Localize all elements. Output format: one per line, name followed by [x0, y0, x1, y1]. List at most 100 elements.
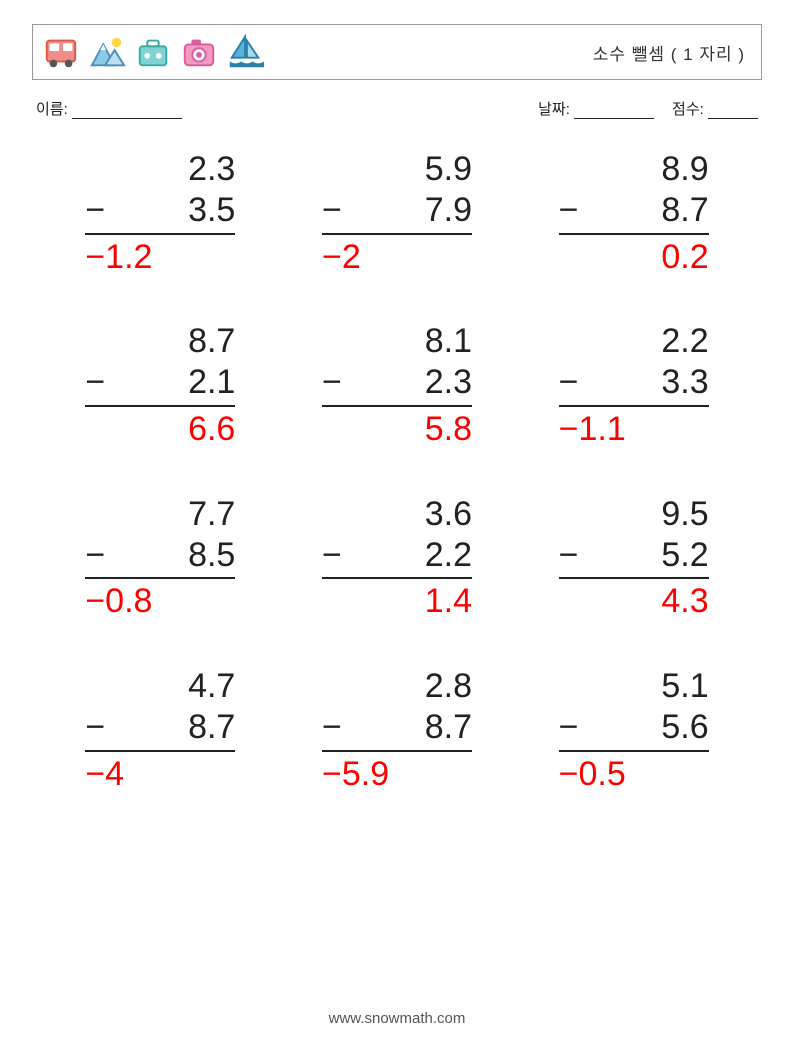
problem: 4.7−8.7 −4 [85, 666, 235, 794]
answer-row: 0.2 [559, 233, 709, 278]
minuend: 2.2 [589, 321, 709, 362]
operator: − [322, 707, 352, 748]
minuend: 8.9 [589, 149, 709, 190]
answer-row: 1.4 [322, 577, 472, 622]
answer: 0.2 [589, 237, 709, 278]
subtrahend-row: −2.3 [322, 362, 472, 403]
answer-row: −1.1 [559, 405, 709, 450]
subtrahend: 8.5 [115, 535, 235, 576]
answer: −4 [85, 754, 235, 795]
operator: − [559, 707, 589, 748]
subtrahend: 8.7 [115, 707, 235, 748]
answer-row: −4 [85, 750, 235, 795]
name-field: 이름: [36, 98, 182, 119]
minuend-row: 8.1 [322, 321, 472, 362]
answer: −2 [322, 237, 472, 278]
minuend: 9.5 [589, 494, 709, 535]
score-label: 점수: [672, 101, 704, 118]
subtrahend: 3.5 [115, 190, 235, 231]
operator: − [85, 190, 115, 231]
camera-icon [179, 32, 219, 72]
score-field: 점수: [672, 98, 758, 119]
answer: −1.2 [85, 237, 235, 278]
mountain-icon [87, 32, 127, 72]
minuend: 3.6 [352, 494, 472, 535]
answer: −0.8 [85, 581, 235, 622]
minuend: 2.8 [352, 666, 472, 707]
subtrahend-row: −8.7 [559, 190, 709, 231]
answer-row: −1.2 [85, 233, 235, 278]
minuend-row: 8.9 [559, 149, 709, 190]
problems-grid: 2.3−3.5−1.25.9−7.9−28.9−8.70.28.7−2.16.6… [32, 149, 762, 795]
operator: − [559, 190, 589, 231]
answer: −0.5 [559, 754, 709, 795]
problem: 3.6−2.2 1.4 [322, 494, 472, 622]
answer-row: 6.6 [85, 405, 235, 450]
subtrahend: 8.7 [589, 190, 709, 231]
subtrahend-row: −5.6 [559, 707, 709, 748]
answer: 4.3 [589, 581, 709, 622]
footer-url: www.snowmath.com [0, 1010, 794, 1027]
subtrahend: 2.2 [352, 535, 472, 576]
answer-row: −0.5 [559, 750, 709, 795]
minuend-row: 2.3 [85, 149, 235, 190]
suitcase-icon [133, 32, 173, 72]
subtrahend: 7.9 [352, 190, 472, 231]
date-blank [574, 105, 654, 119]
subtrahend-row: −8.5 [85, 535, 235, 576]
subtrahend-row: −7.9 [322, 190, 472, 231]
operator: − [85, 362, 115, 403]
answer: 6.6 [115, 409, 235, 450]
info-row: 이름: 날짜: 점수: [32, 98, 762, 119]
problem: 2.8−8.7−5.9 [322, 666, 472, 794]
problem: 5.1−5.6 −0.5 [559, 666, 709, 794]
subtrahend-row: −3.3 [559, 362, 709, 403]
worksheet-title: 소수 뺄셈 ( 1 자리 ) [593, 40, 745, 65]
minuend: 5.9 [352, 149, 472, 190]
problem: 2.2−3.3 −1.1 [559, 321, 709, 449]
minuend: 2.3 [115, 149, 235, 190]
bus-icon [41, 32, 81, 72]
subtrahend-row: −3.5 [85, 190, 235, 231]
answer-row: 4.3 [559, 577, 709, 622]
operator: − [559, 535, 589, 576]
answer-row: −0.8 [85, 577, 235, 622]
subtrahend: 5.6 [589, 707, 709, 748]
subtrahend: 2.1 [115, 362, 235, 403]
operator: − [322, 190, 352, 231]
problem: 2.3−3.5 −1.2 [85, 149, 235, 277]
operator: − [322, 362, 352, 403]
subtrahend-row: −8.7 [322, 707, 472, 748]
minuend: 7.7 [115, 494, 235, 535]
answer: 5.8 [352, 409, 472, 450]
worksheet-page: 소수 뺄셈 ( 1 자리 ) 이름: 날짜: 점수: 2.3−3.5−1.25.… [0, 0, 794, 1053]
name-blank [72, 105, 182, 119]
minuend-row: 2.2 [559, 321, 709, 362]
sailboat-icon [225, 32, 265, 72]
score-blank [708, 105, 758, 119]
problem: 7.7−8.5 −0.8 [85, 494, 235, 622]
minuend: 4.7 [115, 666, 235, 707]
answer: 1.4 [352, 581, 472, 622]
minuend: 8.7 [115, 321, 235, 362]
answer-row: 5.8 [322, 405, 472, 450]
problem: 8.1−2.3 5.8 [322, 321, 472, 449]
answer: −1.1 [559, 409, 709, 450]
subtrahend: 5.2 [589, 535, 709, 576]
subtrahend-row: −2.1 [85, 362, 235, 403]
minuend-row: 4.7 [85, 666, 235, 707]
problem: 8.7−2.1 6.6 [85, 321, 235, 449]
answer-row: −2 [322, 233, 472, 278]
name-label: 이름: [36, 101, 68, 118]
subtrahend: 2.3 [352, 362, 472, 403]
minuend-row: 3.6 [322, 494, 472, 535]
operator: − [322, 535, 352, 576]
subtrahend-row: −2.2 [322, 535, 472, 576]
minuend: 5.1 [589, 666, 709, 707]
subtrahend-row: −8.7 [85, 707, 235, 748]
subtrahend: 8.7 [352, 707, 472, 748]
problem: 9.5−5.2 4.3 [559, 494, 709, 622]
date-label: 날짜: [538, 101, 570, 118]
subtrahend-row: −5.2 [559, 535, 709, 576]
minuend-row: 5.9 [322, 149, 472, 190]
